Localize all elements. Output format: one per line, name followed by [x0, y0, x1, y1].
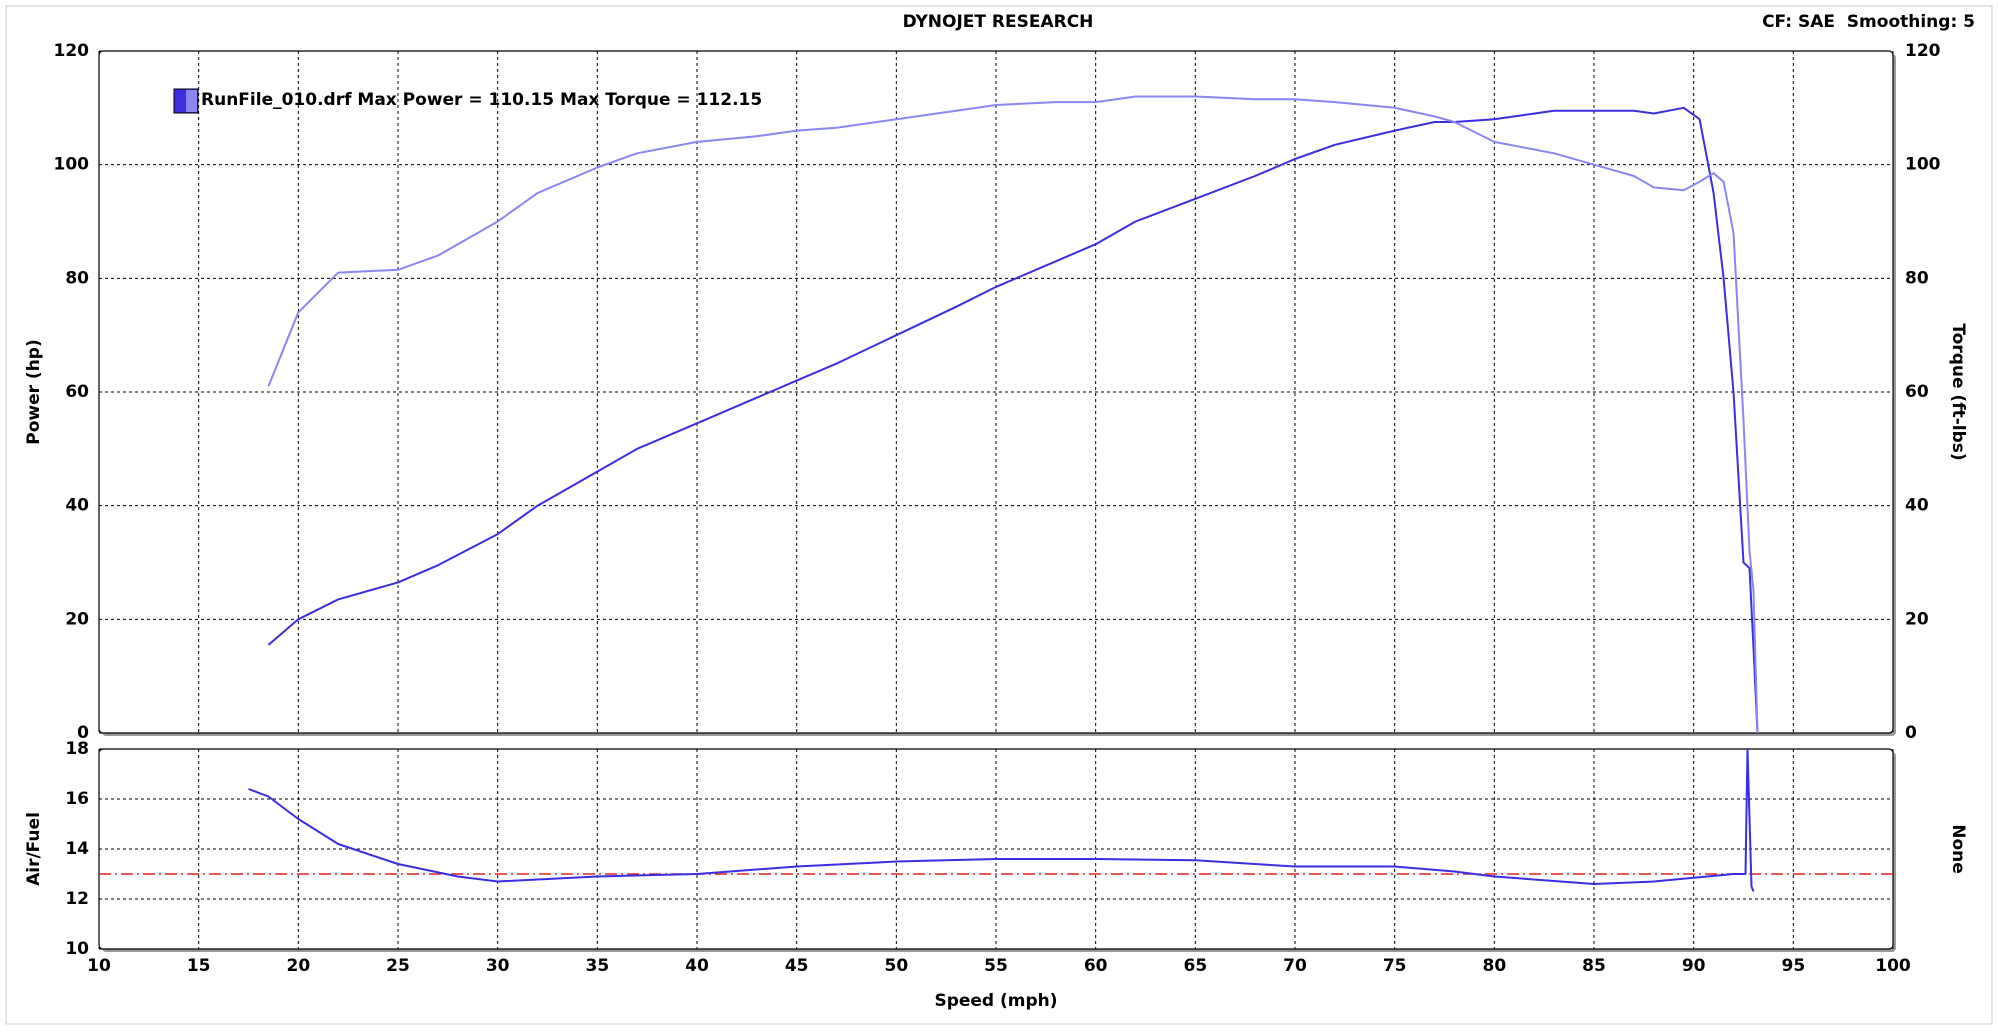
y-tick-label: 80 [65, 268, 89, 288]
x-tick-label: 30 [486, 956, 510, 976]
x-tick-label: 35 [585, 956, 609, 976]
series-line [267, 95, 1759, 734]
x-axis-label: Speed (mph) [934, 991, 1057, 1011]
y2-axis-label: None [1948, 824, 1968, 874]
legend-swatch-highlight [186, 90, 197, 112]
x-tick-label: 50 [884, 956, 908, 976]
y2-tick-label: 100 [1905, 155, 1941, 175]
y2-tick-label: 40 [1905, 496, 1929, 516]
x-tick-label: 65 [1183, 956, 1207, 976]
y-tick-label: 14 [65, 839, 89, 859]
y-tick-label: 12 [65, 889, 89, 909]
x-tick-label: 80 [1482, 956, 1506, 976]
y2-tick-label: 60 [1905, 382, 1929, 402]
y-tick-label: 120 [54, 41, 90, 61]
y2-tick-label: 20 [1905, 609, 1929, 629]
y2-axis-label: Torque (ft-lbs) [1948, 323, 1968, 460]
x-tick-label: 20 [286, 956, 310, 976]
x-tick-label: 15 [187, 956, 211, 976]
series-line [248, 748, 1755, 892]
chart-annotation: CF: SAE Smoothing: 5 [1762, 12, 1975, 32]
x-tick-label: 70 [1283, 956, 1307, 976]
y-axis-label: Air/Fuel [24, 812, 44, 886]
y-tick-label: 20 [65, 609, 89, 629]
x-tick-label: 40 [685, 956, 709, 976]
x-tick-label: 60 [1084, 956, 1108, 976]
y-axis-label: Power (hp) [24, 339, 44, 445]
x-tick-label: 95 [1781, 956, 1805, 976]
x-tick-label: 10 [87, 956, 111, 976]
y-tick-label: 60 [65, 382, 89, 402]
y2-tick-label: 80 [1905, 268, 1929, 288]
legend-label: RunFile_010.drf Max Power = 110.15 Max T… [201, 90, 762, 110]
x-tick-label: 85 [1582, 956, 1606, 976]
y-tick-label: 40 [65, 496, 89, 516]
x-tick-label: 45 [785, 956, 809, 976]
y2-tick-label: 0 [1905, 723, 1917, 743]
y-tick-label: 100 [54, 155, 90, 175]
x-tick-label: 100 [1875, 956, 1911, 976]
series-line [267, 106, 1759, 734]
x-tick-label: 25 [386, 956, 410, 976]
x-tick-label: 90 [1682, 956, 1706, 976]
y-tick-label: 18 [65, 739, 89, 759]
y2-tick-label: 120 [1905, 41, 1941, 61]
y-tick-label: 16 [65, 789, 89, 809]
chart-title: DYNOJET RESEARCH [903, 12, 1094, 32]
y-tick-label: 10 [65, 939, 89, 959]
y-tick-label: 0 [77, 723, 89, 743]
x-tick-label: 55 [984, 956, 1008, 976]
x-tick-label: 75 [1383, 956, 1407, 976]
